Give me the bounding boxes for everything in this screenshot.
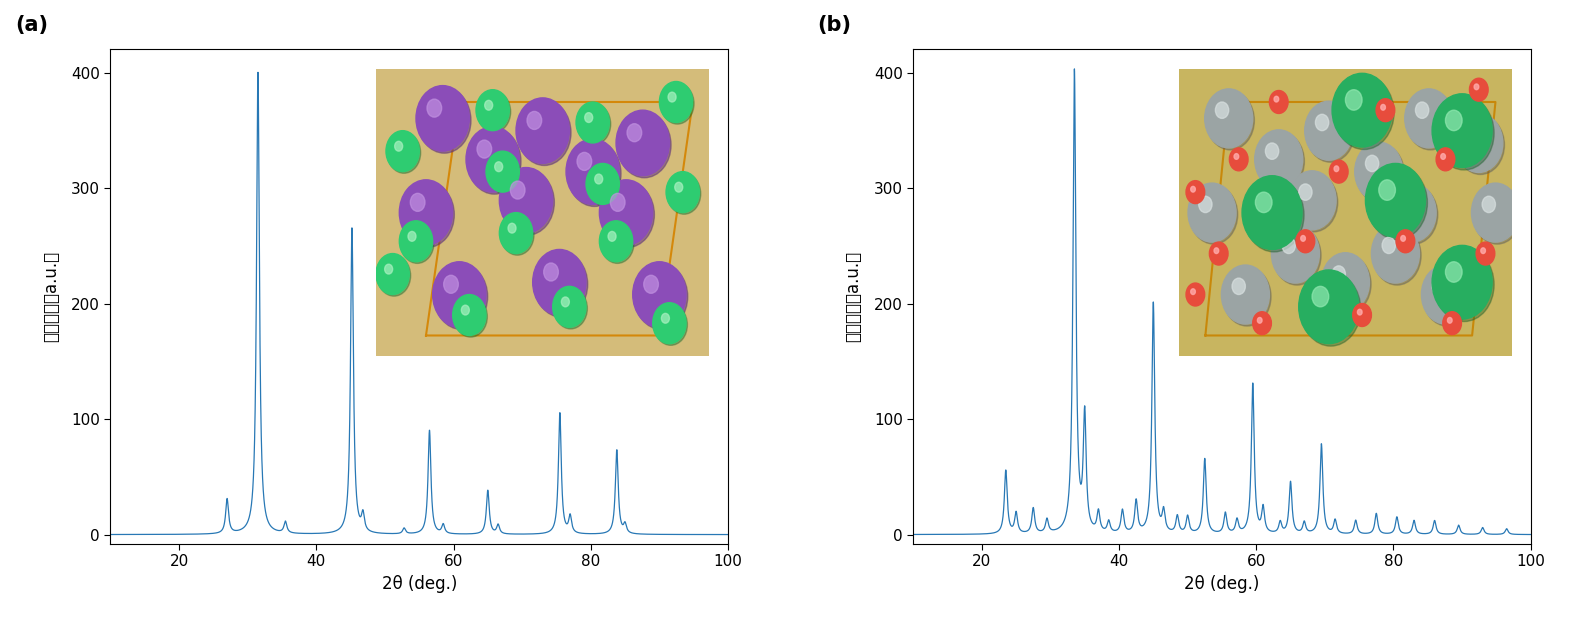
Text: (a): (a) (16, 15, 49, 35)
X-axis label: 2θ (deg.): 2θ (deg.) (382, 575, 458, 593)
X-axis label: 2θ (deg.): 2θ (deg.) (1184, 575, 1259, 593)
Y-axis label: 回折強度（a.u.）: 回折強度（a.u.） (844, 251, 863, 342)
Y-axis label: 回折強度（a.u.）: 回折強度（a.u.） (43, 251, 60, 342)
Text: (b): (b) (817, 15, 852, 35)
